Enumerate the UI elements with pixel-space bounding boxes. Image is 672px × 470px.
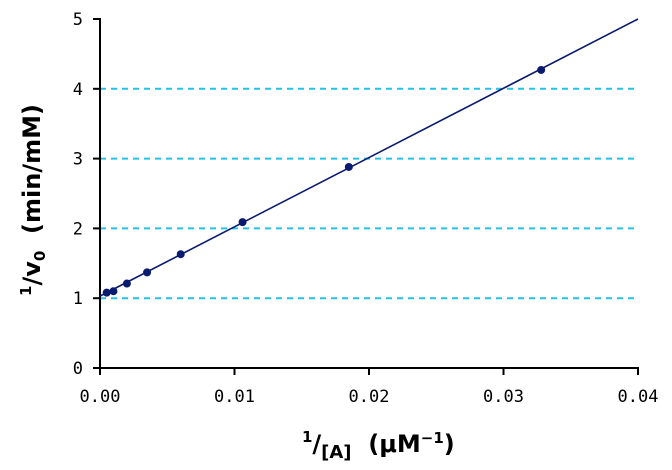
x-label-unit-post: ) (444, 430, 455, 458)
y-tick-label-4: 4 (73, 80, 83, 100)
data-point-5 (238, 218, 247, 227)
x-label-main: / (312, 430, 321, 458)
y-axis-label: 1/v0 (min/mM) (17, 104, 49, 296)
y-tick-label-5: 5 (73, 10, 83, 30)
x-tick-label-0: 0.00 (80, 387, 121, 407)
x-axis-label: 1/[A] (μM−1) (260, 428, 480, 463)
data-point-7 (537, 65, 546, 74)
x-label-sub: [A] (321, 442, 351, 463)
x-label-unit-pre: (μM (352, 430, 421, 458)
data-point-2 (122, 279, 131, 288)
fit-line-group (99, 18, 639, 297)
y-tick-label-1: 1 (73, 289, 83, 309)
data-point-0 (102, 288, 111, 297)
y-tick-label-2: 2 (73, 219, 83, 239)
x-tick-label-2: 0.02 (349, 387, 390, 407)
x-tick-label-1: 0.01 (214, 387, 255, 407)
y-label-sub: 0 (31, 251, 49, 261)
y-label-unit: (min/mM) (18, 104, 46, 251)
y-label-sup: 1 (17, 286, 35, 296)
data-point-3 (143, 268, 152, 277)
axes (93, 18, 639, 375)
x-tick-label-3: 0.03 (483, 387, 524, 407)
data-point-4 (176, 250, 185, 259)
y-label-main: /v (18, 261, 46, 286)
data-point-6 (344, 162, 353, 171)
data-point-1 (109, 287, 118, 296)
y-tick-label-3: 3 (73, 150, 83, 170)
x-tick-label-4: 0.04 (618, 387, 659, 407)
fit-line (99, 18, 639, 297)
tick-labels: 0 1 2 3 4 5 0.00 0.01 0.02 0.03 0.04 (73, 10, 659, 407)
x-label-sup: 1 (302, 428, 312, 446)
x-label-unit-sup: −1 (421, 429, 444, 447)
data-points (102, 65, 546, 297)
y-tick-label-0: 0 (73, 359, 83, 379)
gridlines (100, 87, 638, 300)
